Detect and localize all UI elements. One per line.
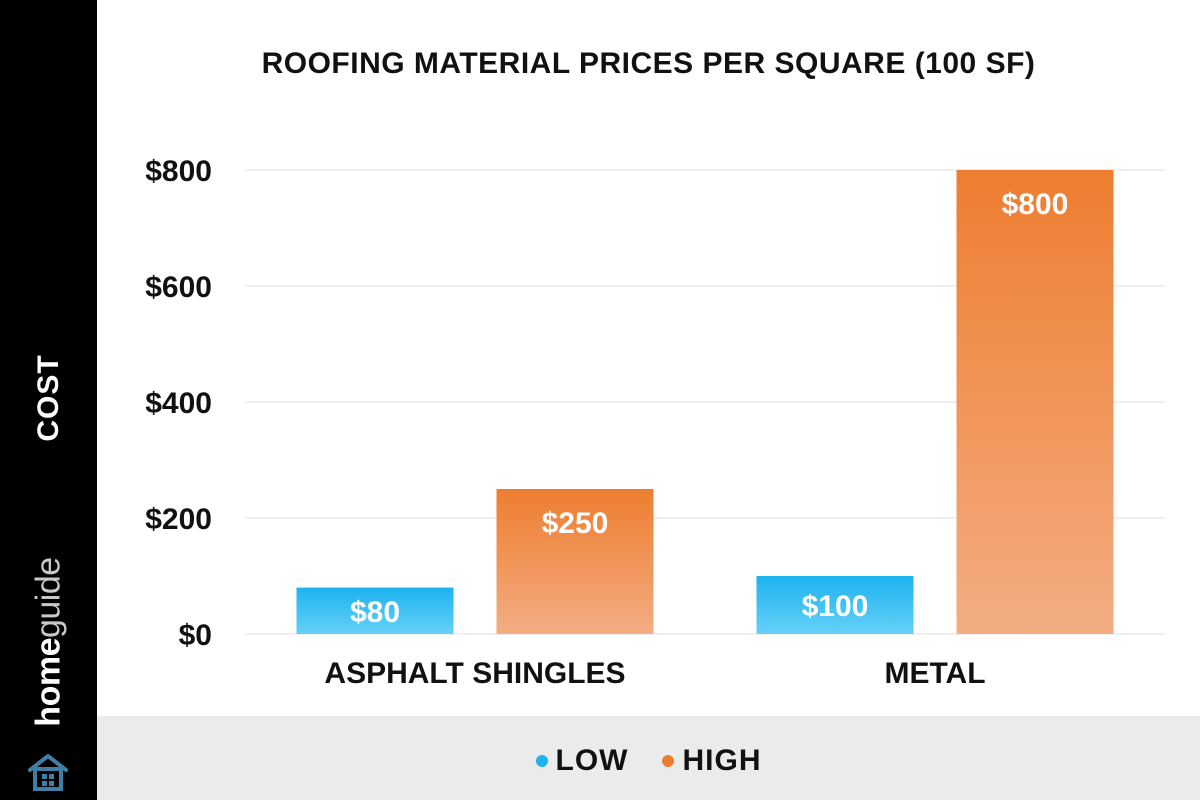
legend: LOW HIGH bbox=[97, 744, 1200, 778]
data-label: $80 bbox=[350, 596, 400, 629]
legend-dot-icon bbox=[535, 755, 548, 767]
house-icon bbox=[28, 754, 68, 791]
x-tick-label: METAL bbox=[884, 657, 985, 690]
legend-bar: LOW HIGH bbox=[97, 716, 1200, 800]
y-tick-label: $400 bbox=[145, 387, 212, 420]
data-label: $250 bbox=[542, 507, 609, 540]
legend-dot-icon bbox=[662, 755, 675, 767]
data-label: $100 bbox=[802, 590, 869, 623]
y-tick-label: $800 bbox=[145, 155, 212, 188]
left-sidebar: COST homeguide bbox=[0, 0, 97, 800]
bar-low-asphalt-shingles bbox=[296, 587, 454, 634]
data-label: $800 bbox=[1002, 188, 1069, 221]
bar-low-metal bbox=[756, 576, 914, 634]
legend-item-high: HIGH bbox=[662, 744, 761, 778]
y-tick-label: $0 bbox=[179, 619, 212, 652]
bar-high-metal bbox=[956, 170, 1114, 634]
bar-high-asphalt-shingles bbox=[496, 489, 654, 634]
legend-label: HIGH bbox=[682, 744, 762, 777]
x-tick-label: ASPHALT SHINGLES bbox=[324, 657, 625, 690]
y-tick-label: $200 bbox=[145, 503, 212, 536]
legend-label: LOW bbox=[555, 744, 629, 777]
bar-chart: $0 $200 $400 $600 $800 $80 $250 ASPHALT SHINGL… bbox=[145, 155, 1165, 690]
chart-title: ROOFING MATERIAL PRICES PER SQUARE (100 … bbox=[261, 47, 1036, 80]
y-tick-label: $600 bbox=[145, 271, 212, 304]
legend-item-low: LOW bbox=[535, 744, 629, 778]
